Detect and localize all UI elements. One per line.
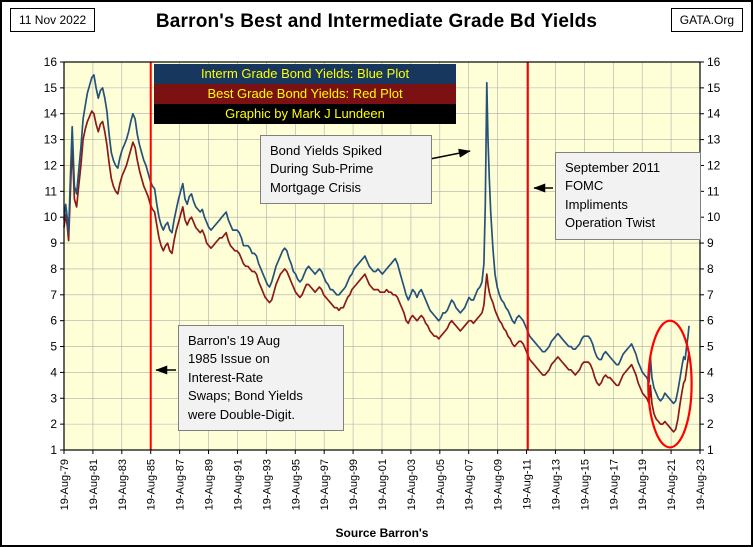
source-label: Source Barron's — [335, 526, 429, 540]
y-tick-label-left: 6 — [50, 314, 57, 328]
y-tick-label-right: 3 — [707, 391, 714, 405]
x-tick-label: 19-Aug-05 — [435, 459, 447, 510]
date-label: 11 Nov 2022 — [10, 8, 96, 32]
x-tick-label: 19-Aug-89 — [204, 459, 216, 510]
x-tick-label: 19-Aug-87 — [175, 459, 187, 510]
y-tick-label-left: 12 — [44, 158, 58, 172]
y-tick-label-right: 12 — [707, 158, 721, 172]
x-tick-label: 19-Aug-85 — [146, 459, 158, 510]
x-tick-label: 19-Aug-95 — [290, 459, 302, 510]
x-tick-label: 19-Aug-23 — [695, 459, 707, 510]
y-tick-label-right: 11 — [707, 184, 720, 198]
y-tick-label-left: 3 — [50, 391, 57, 405]
plot-border — [63, 61, 701, 451]
y-tick-label-left: 4 — [50, 365, 57, 379]
x-tick-label: 19-Aug-15 — [579, 459, 591, 510]
x-tick-label: 19-Aug-99 — [348, 459, 360, 510]
x-tick-label: 19-Aug-83 — [117, 459, 129, 510]
y-tick-label-left: 10 — [44, 210, 58, 224]
chart-legend: Interm Grade Bond Yields: Blue Plot Best… — [154, 64, 456, 124]
legend-credit: Graphic by Mark J Lundeen — [154, 104, 456, 124]
y-tick-label-left: 15 — [44, 81, 58, 95]
legend-best-grade: Best Grade Bond Yields: Red Plot — [154, 84, 456, 104]
y-tick-label-left: 16 — [44, 55, 58, 69]
y-tick-label-right: 13 — [707, 133, 721, 147]
y-tick-label-left: 7 — [50, 288, 57, 302]
y-tick-label-right: 5 — [707, 340, 714, 354]
x-tick-label: 19-Aug-91 — [232, 459, 244, 510]
y-tick-label-left: 11 — [45, 184, 58, 198]
x-tick-label: 19-Aug-17 — [608, 459, 620, 510]
x-tick-label: 19-Aug-11 — [522, 459, 534, 510]
legend-interm-grade-label: Interm Grade Bond Yields: Blue Plot — [200, 66, 410, 81]
y-tick-label-right: 2 — [707, 417, 714, 431]
best-grade-line — [63, 110, 690, 433]
legend-best-grade-label: Best Grade Bond Yields: Red Plot — [207, 86, 403, 101]
x-tick-label: 19-Aug-09 — [493, 459, 505, 510]
x-tick-label: 19-Aug-13 — [550, 459, 562, 510]
x-tick-label: 19-Aug-07 — [464, 459, 476, 510]
annotation-barrons-1985: Barron's 19 Aug 1985 Issue on Interest-R… — [178, 325, 344, 432]
legend-interm-grade: Interm Grade Bond Yields: Blue Plot — [154, 64, 456, 84]
x-tick-label: 19-Aug-21 — [666, 459, 678, 510]
y-tick-label-left: 5 — [50, 340, 57, 354]
y-tick-label-right: 10 — [707, 210, 721, 224]
page-title: Barron's Best and Intermediate Grade Bd … — [155, 11, 598, 32]
annotation-subprime: Bond Yields Spiked During Sub-Prime Mort… — [260, 135, 432, 205]
y-tick-label-right: 16 — [707, 55, 721, 69]
y-tick-label-left: 2 — [50, 417, 57, 431]
y-tick-label-right: 14 — [707, 107, 721, 121]
gata-org-label: GATA.Org — [670, 8, 743, 32]
y-tick-label-left: 14 — [44, 107, 58, 121]
y-tick-label-right: 4 — [707, 365, 714, 379]
arrow-subprime — [429, 148, 471, 160]
y-tick-label-left: 8 — [50, 262, 57, 276]
x-tick-label: 19-Aug-03 — [406, 459, 418, 510]
annotation-operation-twist: September 2011 FOMC Impliments Operation… — [555, 152, 701, 240]
x-tick-label: 19-Aug-01 — [377, 459, 389, 510]
highlight-ellipse — [647, 319, 693, 449]
y-tick-label-left: 13 — [44, 133, 58, 147]
y-tick-label-right: 9 — [707, 236, 714, 250]
x-tick-label: 19-Aug-97 — [319, 459, 331, 510]
x-tick-label: 19-Aug-93 — [261, 459, 273, 510]
interm-grade-line — [63, 74, 690, 405]
y-tick-label-right: 6 — [707, 314, 714, 328]
y-tick-label-left: 1 — [50, 443, 57, 457]
x-tick-label: 19-Aug-79 — [59, 459, 71, 510]
x-tick-label: 19-Aug-19 — [637, 459, 649, 510]
y-tick-label-right: 1 — [707, 443, 714, 457]
y-tick-label-right: 8 — [707, 262, 714, 276]
x-tick-label: 19-Aug-81 — [88, 459, 100, 510]
legend-credit-label: Graphic by Mark J Lundeen — [225, 106, 385, 121]
y-tick-label-right: 7 — [707, 288, 714, 302]
y-tick-label-left: 9 — [50, 236, 57, 250]
y-tick-label-right: 15 — [707, 81, 721, 95]
